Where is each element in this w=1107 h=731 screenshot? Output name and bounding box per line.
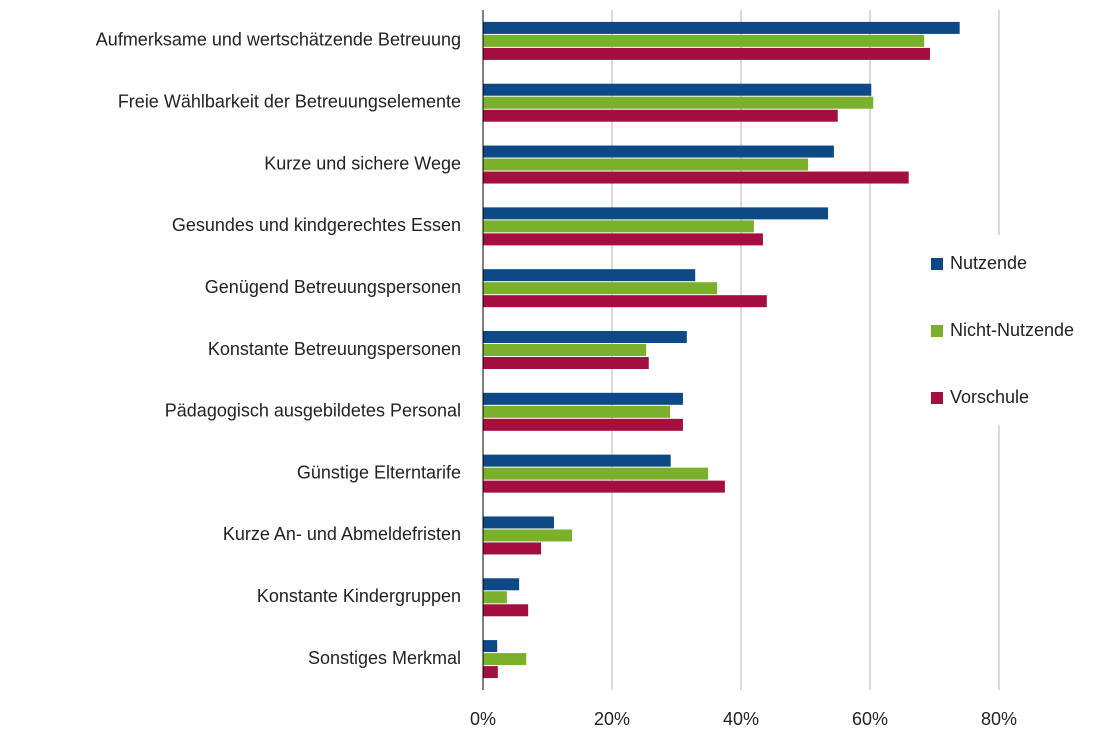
- bar: [483, 295, 767, 308]
- legend-background: [925, 235, 1107, 425]
- x-tick-label: 80%: [981, 709, 1017, 729]
- y-tick-label: Konstante Kindergruppen: [257, 586, 461, 606]
- bar: [483, 145, 834, 158]
- bar: [483, 640, 498, 653]
- bar: [483, 344, 647, 356]
- y-tick-label: Günstige Elterntarife: [297, 462, 461, 482]
- y-tick-label: Pädagogisch ausgebildetes Personal: [165, 401, 461, 421]
- x-tick-label: 0%: [470, 709, 496, 729]
- legend-swatch: [931, 258, 943, 270]
- bar: [483, 83, 872, 96]
- legend-label: Nutzende: [950, 253, 1027, 273]
- x-tick-label: 60%: [852, 709, 888, 729]
- bar: [483, 96, 874, 109]
- legend-label: Nicht-Nutzende: [950, 320, 1074, 340]
- bar: [483, 34, 925, 47]
- y-tick-label: Kurze und sichere Wege: [264, 153, 461, 173]
- y-tick-label: Kurze An- und Abmeldefristen: [223, 524, 461, 544]
- legend-swatch: [931, 325, 943, 337]
- bar: [483, 357, 649, 369]
- y-tick-label: Aufmerksame und wertschätzende Betreuung: [96, 30, 461, 50]
- bar: [483, 109, 838, 122]
- y-tick-label: Genügend Betreuungspersonen: [205, 277, 461, 297]
- bar: [483, 516, 554, 529]
- legend-swatch: [931, 392, 943, 404]
- bar: [483, 21, 960, 34]
- bar: [483, 529, 573, 542]
- bar: [483, 282, 718, 295]
- bar: [483, 207, 829, 220]
- bar: [483, 542, 542, 555]
- y-tick-label: Freie Wählbarkeit der Betreuungselemente: [118, 91, 461, 111]
- bar: [483, 653, 527, 666]
- bar: [483, 480, 725, 493]
- legend-label: Vorschule: [950, 387, 1029, 407]
- y-tick-label: Sonstiges Merkmal: [308, 648, 461, 668]
- bar: [483, 418, 683, 431]
- y-tick-label: Konstante Betreuungspersonen: [208, 339, 461, 359]
- bar: [483, 405, 671, 418]
- bar: [483, 331, 687, 343]
- bar: [483, 454, 671, 467]
- x-tick-label: 40%: [723, 709, 759, 729]
- bar: [483, 158, 809, 171]
- x-tick-label: 20%: [594, 709, 630, 729]
- bar: [483, 171, 909, 184]
- bar: [483, 269, 696, 282]
- bar: [483, 578, 520, 591]
- bar: [483, 467, 709, 480]
- bar: [483, 604, 529, 617]
- bar: [483, 591, 507, 604]
- bar: [483, 220, 754, 233]
- bar: [483, 392, 683, 405]
- y-tick-label: Gesundes und kindgerechtes Essen: [172, 215, 461, 235]
- bar: [483, 666, 498, 679]
- bar: [483, 47, 930, 60]
- bar: [483, 233, 763, 246]
